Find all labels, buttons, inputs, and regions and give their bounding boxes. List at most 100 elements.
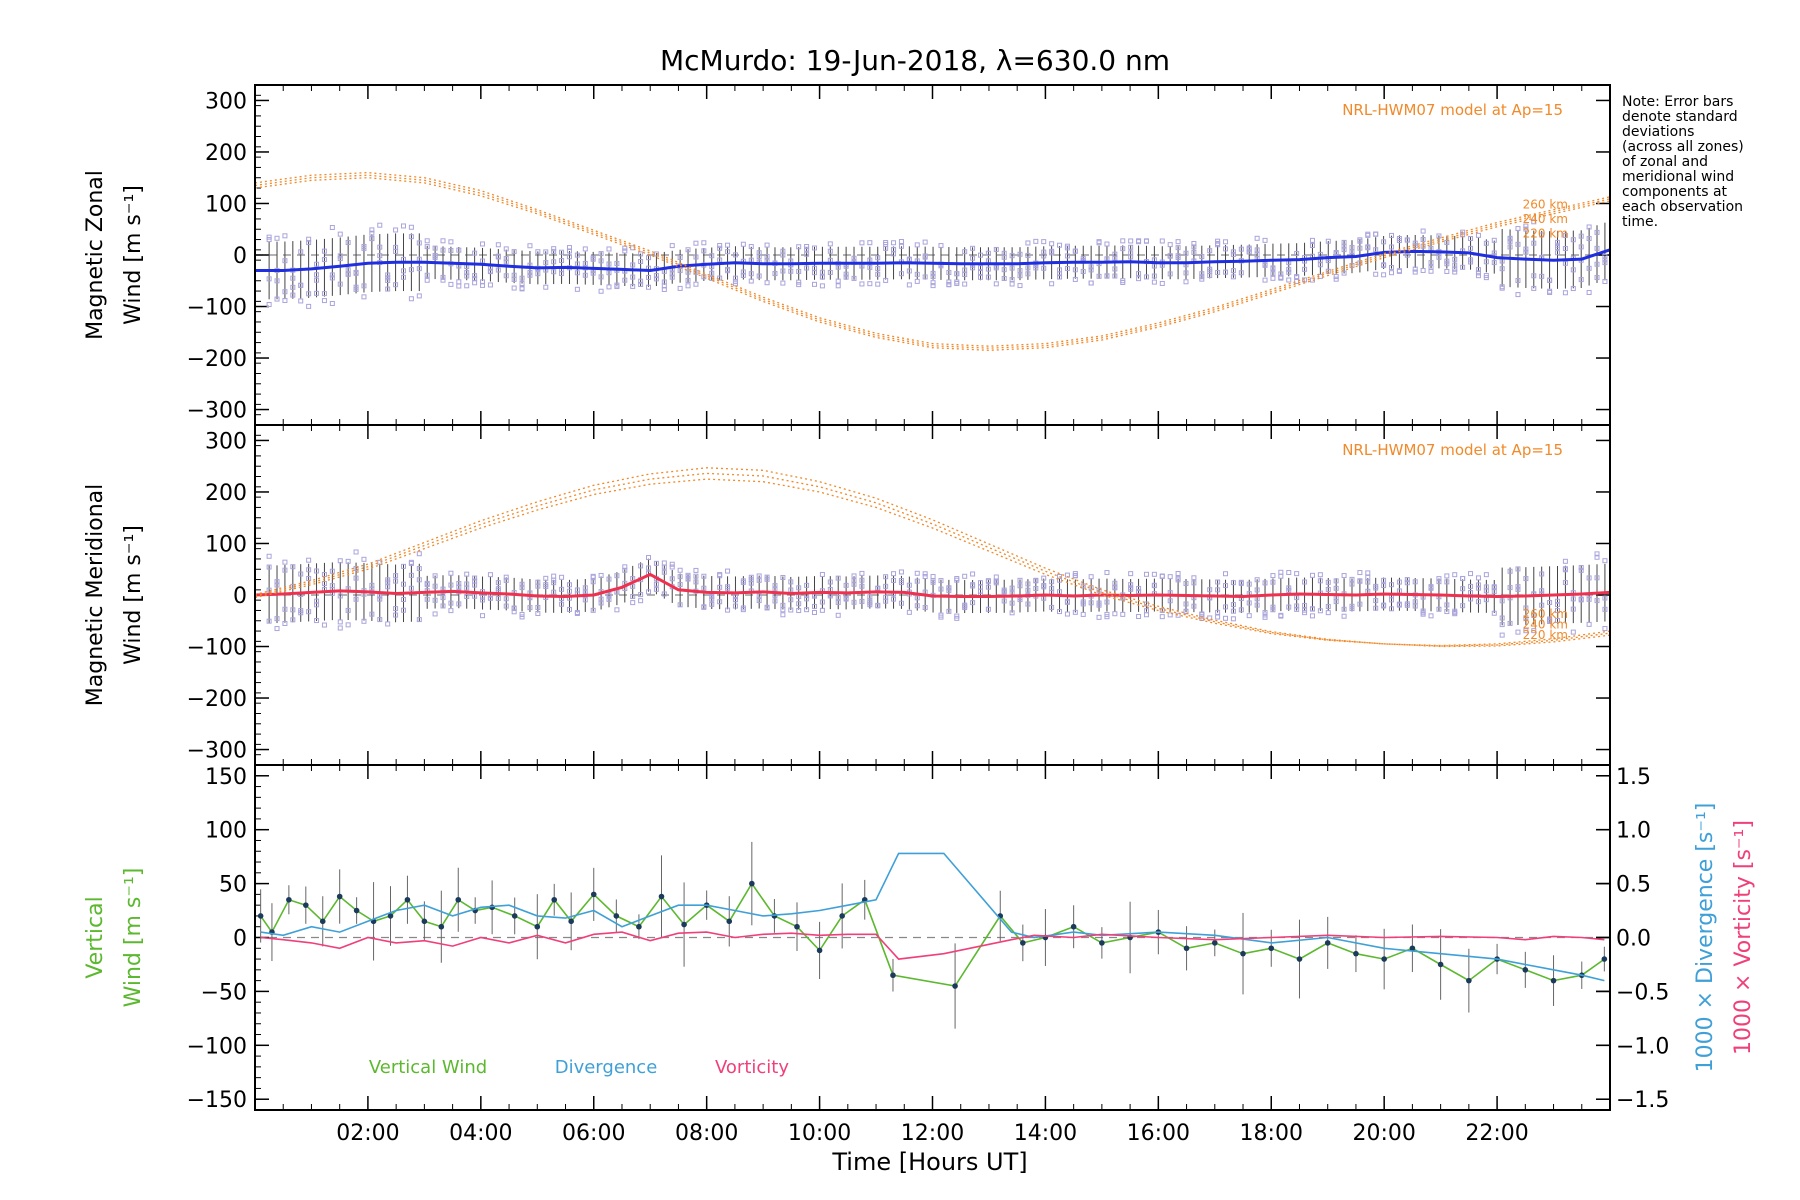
data-point	[1353, 950, 1359, 957]
right-y-tick-label: −1.5	[1616, 1088, 1669, 1113]
zone-point	[1080, 611, 1086, 617]
zone-point	[1088, 600, 1094, 606]
zone-point	[1009, 281, 1015, 287]
zone-point	[282, 567, 288, 573]
right-y-axis-label: 1000 × Vorticity [s⁻¹]	[1731, 820, 1756, 1055]
zone-point	[1072, 267, 1078, 273]
zone-point	[748, 271, 754, 277]
zone-point	[677, 567, 683, 573]
zone-point	[985, 584, 991, 590]
zone-point	[1199, 254, 1205, 260]
zone-point	[1357, 578, 1363, 584]
zone-point	[1586, 265, 1592, 271]
zone-point	[693, 240, 699, 246]
zone-point	[1594, 245, 1600, 251]
zone-point	[1436, 606, 1442, 612]
zone-point	[709, 593, 715, 599]
zone-point	[574, 252, 580, 258]
zone-point	[709, 270, 715, 276]
zone-point	[266, 302, 272, 308]
zone-point	[472, 582, 478, 588]
zone-point	[646, 565, 652, 571]
zone-point	[1602, 257, 1608, 263]
zone-point	[377, 244, 383, 250]
data-point	[551, 896, 558, 903]
zone-point	[314, 261, 320, 267]
zone-point	[1088, 280, 1094, 286]
zone-point	[835, 595, 841, 601]
zone-point	[1136, 585, 1142, 591]
zone-point	[1136, 589, 1142, 595]
zone-point	[456, 283, 462, 289]
zone-point	[1033, 238, 1039, 244]
zone-point	[1230, 274, 1236, 280]
zone-point	[400, 607, 406, 613]
zone-point	[306, 240, 312, 246]
zone-point	[1444, 602, 1450, 608]
series-line	[260, 931, 1605, 960]
note-line: denote standard	[1622, 109, 1738, 125]
zone-point	[1064, 253, 1070, 259]
zone-point	[740, 605, 746, 611]
zone-point	[400, 581, 406, 587]
zone-point	[1238, 579, 1244, 585]
note-line: deviations	[1622, 124, 1695, 140]
zone-point	[1562, 290, 1568, 296]
note-line: meridional wind	[1622, 169, 1735, 185]
zone-point	[1491, 610, 1497, 616]
zone-point	[756, 253, 762, 259]
zone-point	[946, 587, 952, 593]
zone-point	[883, 245, 889, 251]
zone-point	[788, 607, 794, 613]
zone-point	[1475, 273, 1481, 279]
zone-point	[416, 617, 422, 623]
zone-point	[353, 575, 359, 581]
zone-point	[519, 611, 525, 617]
zone-point	[898, 239, 904, 245]
data-point	[1296, 956, 1303, 962]
zone-point	[456, 581, 462, 587]
zone-point	[321, 257, 327, 263]
data-point	[303, 902, 309, 908]
zone-point	[487, 282, 493, 288]
zone-point	[361, 618, 367, 624]
zone-point	[883, 574, 889, 580]
zone-point	[306, 303, 312, 309]
zone-point	[938, 586, 944, 592]
zone-point	[472, 575, 478, 581]
zone-point	[812, 270, 818, 276]
legend-entry: Divergence	[555, 1057, 658, 1078]
zone-point	[1602, 606, 1608, 612]
zone-point	[1468, 583, 1474, 589]
zone-point	[732, 252, 738, 258]
zone-point	[1357, 238, 1363, 244]
zone-point	[867, 264, 873, 270]
zone-point	[1017, 273, 1023, 279]
zone-point	[314, 618, 320, 624]
zone-point	[1017, 583, 1023, 589]
zone-point	[590, 579, 596, 585]
zone-point	[669, 271, 675, 277]
zone-point	[1325, 579, 1331, 585]
zone-point	[1207, 266, 1213, 272]
zone-point	[701, 585, 707, 591]
zone-point	[551, 269, 557, 275]
zone-point	[1333, 274, 1339, 280]
zone-point	[1049, 248, 1055, 254]
zone-point	[1444, 239, 1450, 245]
zone-point	[1428, 584, 1434, 590]
zone-point	[1001, 275, 1007, 281]
zone-point	[914, 278, 920, 284]
zone-point	[274, 626, 280, 632]
zone-point	[1594, 229, 1600, 235]
zone-point	[1072, 276, 1078, 282]
zone-point	[282, 559, 288, 565]
zone-point	[614, 282, 620, 288]
zone-point	[566, 606, 572, 612]
zone-point	[432, 573, 438, 579]
zone-point	[551, 259, 557, 265]
zone-point	[1041, 584, 1047, 590]
zone-point	[1159, 238, 1165, 244]
zone-point	[962, 281, 968, 287]
zone-point	[804, 246, 810, 252]
